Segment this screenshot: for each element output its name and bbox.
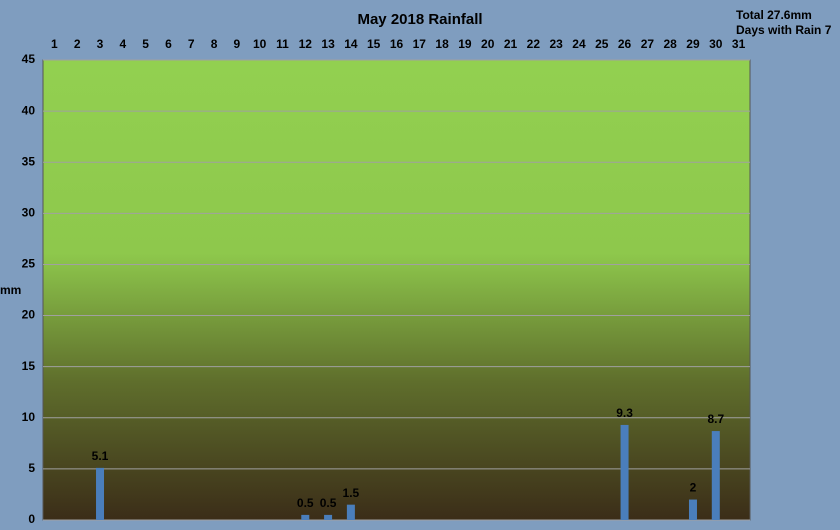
annotation: Days with Rain 7: [736, 23, 832, 37]
x-tick-label: 8: [211, 37, 218, 51]
data-label: 5.1: [92, 449, 109, 463]
bar: [346, 504, 355, 520]
x-tick-label: 26: [618, 37, 632, 51]
y-tick-label: 30: [22, 206, 36, 220]
bar: [324, 514, 333, 520]
x-tick-label: 17: [413, 37, 427, 51]
x-tick-label: 16: [390, 37, 404, 51]
x-tick-label: 28: [663, 37, 677, 51]
x-tick-label: 9: [234, 37, 241, 51]
x-tick-label: 22: [527, 37, 541, 51]
x-tick-label: 1: [51, 37, 58, 51]
x-tick-label: 5: [142, 37, 149, 51]
x-tick-label: 20: [481, 37, 495, 51]
x-tick-label: 12: [299, 37, 313, 51]
x-tick-label: 14: [344, 37, 358, 51]
x-tick-label: 7: [188, 37, 195, 51]
x-tick-label: 23: [549, 37, 563, 51]
x-tick-label: 18: [435, 37, 449, 51]
y-tick-label: 45: [22, 52, 36, 66]
bar: [620, 424, 629, 520]
data-label: 8.7: [707, 412, 724, 426]
x-tick-label: 3: [97, 37, 104, 51]
bar: [96, 467, 105, 520]
x-tick-label: 29: [686, 37, 700, 51]
data-label: 1.5: [343, 486, 360, 500]
x-tick-label: 2: [74, 37, 81, 51]
x-tick-label: 6: [165, 37, 172, 51]
y-tick-label: 20: [22, 308, 36, 322]
data-label: 2: [690, 481, 697, 495]
x-tick-label: 27: [641, 37, 655, 51]
annotation: Total 27.6mm: [736, 8, 812, 22]
x-tick-label: 25: [595, 37, 609, 51]
bar: [301, 514, 310, 520]
y-tick-label: 0: [28, 512, 35, 526]
bar: [688, 499, 697, 520]
y-tick-label: 40: [22, 103, 36, 117]
plot-area: [42, 59, 751, 521]
x-tick-label: 24: [572, 37, 586, 51]
y-axis-label: mm: [0, 283, 21, 297]
y-tick-label: 5: [28, 461, 35, 475]
y-tick-label: 25: [22, 257, 36, 271]
x-tick-label: 30: [709, 37, 723, 51]
data-label: 9.3: [616, 406, 633, 420]
y-tick-label: 10: [22, 410, 36, 424]
y-tick-label: 35: [22, 154, 36, 168]
x-tick-label: 13: [321, 37, 335, 51]
x-tick-label: 15: [367, 37, 381, 51]
x-tick-label: 21: [504, 37, 518, 51]
data-label: 0.5: [320, 496, 337, 510]
bar: [711, 431, 720, 520]
data-label: 0.5: [297, 496, 314, 510]
x-tick-label: 31: [732, 37, 746, 51]
x-tick-label: 19: [458, 37, 472, 51]
y-tick-label: 15: [22, 359, 36, 373]
x-tick-label: 11: [276, 37, 289, 51]
chart-title: May 2018 Rainfall: [357, 11, 482, 28]
x-tick-label: 4: [119, 37, 126, 51]
x-tick-label: 10: [253, 37, 267, 51]
